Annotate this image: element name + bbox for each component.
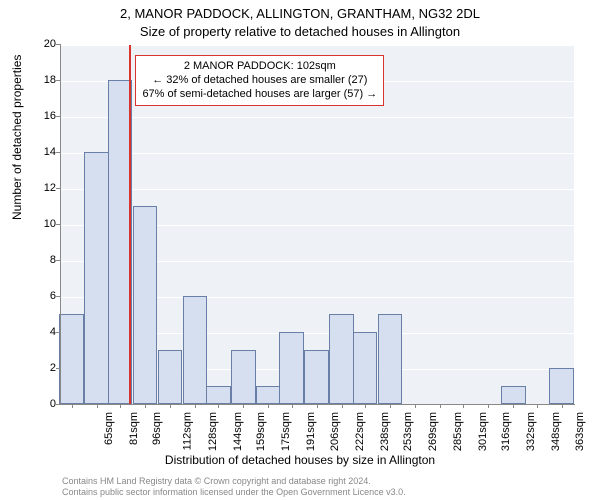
y-tick-label: 16 bbox=[36, 110, 56, 122]
y-tick-label: 14 bbox=[36, 146, 56, 158]
histogram-bar bbox=[279, 332, 304, 404]
y-tick-mark bbox=[56, 44, 60, 45]
x-tick-mark bbox=[195, 404, 196, 408]
x-tick-mark bbox=[488, 404, 489, 408]
footer-line1: Contains HM Land Registry data © Crown c… bbox=[62, 476, 600, 487]
x-tick-mark bbox=[243, 404, 244, 408]
footer-attribution: Contains HM Land Registry data © Crown c… bbox=[0, 476, 600, 498]
x-axis-label: Distribution of detached houses by size … bbox=[0, 453, 600, 467]
x-tick-label: 206sqm bbox=[329, 412, 341, 451]
x-tick-mark bbox=[97, 404, 98, 408]
plot-area: 2 MANOR PADDOCK: 102sqm← 32% of detached… bbox=[60, 44, 575, 404]
x-tick-mark bbox=[365, 404, 366, 408]
x-tick-mark bbox=[218, 404, 219, 408]
x-tick-mark bbox=[562, 404, 563, 408]
y-tick-mark bbox=[56, 152, 60, 153]
y-tick-mark bbox=[56, 80, 60, 81]
x-tick-mark bbox=[317, 404, 318, 408]
x-tick-label: 332sqm bbox=[526, 412, 538, 451]
y-tick-mark bbox=[56, 404, 60, 405]
x-tick-mark bbox=[537, 404, 538, 408]
y-tick-mark bbox=[56, 332, 60, 333]
x-tick-label: 144sqm bbox=[232, 412, 244, 451]
y-tick-label: 8 bbox=[36, 254, 56, 266]
x-tick-label: 238sqm bbox=[379, 412, 391, 451]
y-tick-label: 4 bbox=[36, 326, 56, 338]
x-tick-label: 253sqm bbox=[402, 412, 414, 451]
x-tick-label: 65sqm bbox=[103, 412, 115, 445]
y-tick-label: 20 bbox=[36, 38, 56, 50]
y-tick-label: 0 bbox=[36, 398, 56, 410]
annotation-line2: ← 32% of detached houses are smaller (27… bbox=[142, 74, 377, 88]
x-tick-mark bbox=[415, 404, 416, 408]
y-tick-label: 2 bbox=[36, 362, 56, 374]
x-tick-label: 175sqm bbox=[281, 412, 293, 451]
histogram-bar bbox=[353, 332, 378, 404]
gridline bbox=[60, 153, 574, 154]
histogram-bar bbox=[378, 314, 403, 404]
chart-container: 2, MANOR PADDOCK, ALLINGTON, GRANTHAM, N… bbox=[0, 0, 600, 500]
x-tick-label: 269sqm bbox=[427, 412, 439, 451]
histogram-bar bbox=[329, 314, 354, 404]
histogram-bar bbox=[231, 350, 256, 404]
x-tick-label: 191sqm bbox=[305, 412, 317, 451]
y-tick-mark bbox=[56, 296, 60, 297]
y-tick-label: 10 bbox=[36, 218, 56, 230]
x-tick-mark bbox=[390, 404, 391, 408]
histogram-bar bbox=[133, 206, 158, 404]
histogram-bar bbox=[501, 386, 526, 404]
x-tick-mark bbox=[72, 404, 73, 408]
footer-line2: Contains public sector information licen… bbox=[62, 487, 600, 498]
gridline bbox=[60, 45, 574, 46]
y-tick-mark bbox=[56, 116, 60, 117]
x-tick-mark bbox=[513, 404, 514, 408]
x-tick-mark bbox=[120, 404, 121, 408]
histogram-bar bbox=[206, 386, 231, 404]
x-tick-mark bbox=[342, 404, 343, 408]
annotation-line1: 2 MANOR PADDOCK: 102sqm bbox=[142, 60, 377, 74]
x-tick-label: 348sqm bbox=[550, 412, 562, 451]
reference-line bbox=[129, 45, 131, 404]
x-tick-label: 112sqm bbox=[181, 412, 193, 450]
y-tick-label: 18 bbox=[36, 74, 56, 86]
histogram-bar bbox=[304, 350, 329, 404]
x-tick-mark bbox=[268, 404, 269, 408]
chart-title-main: 2, MANOR PADDOCK, ALLINGTON, GRANTHAM, N… bbox=[0, 6, 600, 21]
x-tick-mark bbox=[463, 404, 464, 408]
x-tick-mark bbox=[440, 404, 441, 408]
y-tick-mark bbox=[56, 224, 60, 225]
x-tick-label: 81sqm bbox=[128, 412, 140, 445]
x-tick-label: 316sqm bbox=[501, 412, 513, 451]
x-tick-mark bbox=[145, 404, 146, 408]
annotation-box: 2 MANOR PADDOCK: 102sqm← 32% of detached… bbox=[135, 55, 384, 106]
histogram-bar bbox=[59, 314, 84, 404]
y-tick-mark bbox=[56, 368, 60, 369]
annotation-line3: 67% of semi-detached houses are larger (… bbox=[142, 88, 377, 102]
y-tick-label: 12 bbox=[36, 182, 56, 194]
histogram-bar bbox=[158, 350, 183, 404]
x-tick-label: 159sqm bbox=[256, 412, 268, 451]
y-tick-label: 6 bbox=[36, 290, 56, 302]
x-tick-mark bbox=[170, 404, 171, 408]
y-tick-mark bbox=[56, 188, 60, 189]
histogram-bar bbox=[84, 152, 109, 404]
y-axis-label: Number of detached properties bbox=[10, 55, 24, 220]
gridline bbox=[60, 117, 574, 118]
y-tick-mark bbox=[56, 260, 60, 261]
x-tick-label: 222sqm bbox=[354, 412, 366, 451]
x-tick-label: 363sqm bbox=[574, 412, 586, 451]
y-axis-line bbox=[60, 44, 61, 404]
x-tick-label: 301sqm bbox=[477, 412, 489, 451]
chart-title-sub: Size of property relative to detached ho… bbox=[0, 24, 600, 39]
x-tick-label: 285sqm bbox=[452, 412, 464, 451]
x-tick-mark bbox=[292, 404, 293, 408]
histogram-bar bbox=[256, 386, 281, 404]
histogram-bar bbox=[549, 368, 574, 404]
histogram-bar bbox=[183, 296, 208, 404]
x-tick-label: 128sqm bbox=[207, 412, 219, 451]
gridline bbox=[60, 189, 574, 190]
x-tick-label: 96sqm bbox=[151, 412, 163, 445]
